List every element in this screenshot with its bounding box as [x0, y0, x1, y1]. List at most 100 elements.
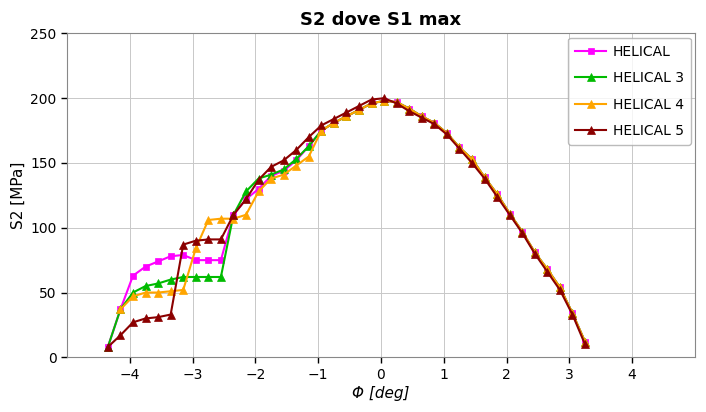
- HELICAL 5: [141, 316, 150, 321]
- HELICAL: [393, 100, 401, 105]
- HELICAL 5: [267, 164, 275, 169]
- HELICAL: [330, 120, 338, 125]
- HELICAL 5: [518, 230, 527, 235]
- HELICAL 4: [317, 128, 325, 133]
- HELICAL 5: [568, 312, 577, 317]
- HELICAL 3: [179, 274, 188, 279]
- HELICAL 4: [380, 98, 388, 103]
- HELICAL 4: [530, 250, 539, 255]
- HELICAL 3: [280, 167, 288, 172]
- HELICAL 5: [455, 146, 464, 151]
- HELICAL 3: [393, 100, 401, 105]
- HELICAL 4: [556, 285, 564, 290]
- HELICAL 5: [468, 161, 477, 166]
- HELICAL 4: [405, 106, 414, 111]
- HELICAL 4: [179, 288, 188, 293]
- Y-axis label: S2 [MPa]: S2 [MPa]: [11, 162, 26, 229]
- HELICAL: [241, 197, 250, 202]
- HELICAL 5: [405, 109, 414, 114]
- HELICAL: [342, 114, 351, 119]
- HELICAL: [380, 98, 388, 103]
- HELICAL: [493, 192, 501, 197]
- HELICAL 4: [468, 157, 477, 162]
- HELICAL 4: [430, 120, 438, 125]
- HELICAL 5: [355, 103, 364, 108]
- HELICAL: [581, 339, 590, 344]
- HELICAL 4: [417, 114, 426, 119]
- HELICAL 3: [204, 274, 213, 279]
- HELICAL 4: [217, 216, 225, 221]
- HELICAL 5: [417, 115, 426, 120]
- HELICAL 3: [443, 131, 451, 136]
- HELICAL 3: [568, 311, 577, 316]
- HELICAL 3: [254, 176, 263, 181]
- HELICAL 3: [342, 114, 351, 119]
- HELICAL 3: [241, 189, 250, 194]
- HELICAL 5: [116, 333, 125, 338]
- HELICAL 4: [267, 176, 275, 181]
- HELICAL 3: [405, 106, 414, 111]
- HELICAL 3: [128, 290, 137, 295]
- HELICAL: [317, 128, 325, 133]
- HELICAL 5: [493, 194, 501, 199]
- HELICAL 5: [241, 197, 250, 202]
- HELICAL 4: [128, 294, 137, 299]
- HELICAL: [417, 114, 426, 119]
- HELICAL: [217, 258, 225, 262]
- HELICAL 4: [191, 246, 200, 251]
- HELICAL 4: [304, 154, 313, 159]
- HELICAL 4: [480, 175, 489, 180]
- Line: HELICAL 3: HELICAL 3: [104, 97, 590, 351]
- HELICAL 5: [342, 110, 351, 115]
- HELICAL 3: [292, 157, 301, 162]
- HELICAL 5: [330, 117, 338, 122]
- Line: HELICAL 4: HELICAL 4: [116, 97, 590, 346]
- HELICAL: [556, 285, 564, 290]
- HELICAL: [443, 131, 451, 136]
- HELICAL 5: [543, 269, 551, 274]
- Line: HELICAL: HELICAL: [104, 97, 589, 351]
- HELICAL 5: [393, 101, 401, 106]
- HELICAL 4: [292, 163, 301, 168]
- HELICAL: [154, 259, 162, 264]
- HELICAL: [191, 258, 200, 262]
- HELICAL 4: [241, 212, 250, 217]
- HELICAL: [116, 307, 125, 312]
- HELICAL: [292, 158, 301, 163]
- HELICAL 4: [505, 211, 514, 216]
- HELICAL 5: [104, 344, 112, 349]
- HELICAL 4: [280, 172, 288, 177]
- HELICAL: [179, 253, 188, 258]
- HELICAL 4: [116, 307, 125, 312]
- HELICAL 3: [430, 120, 438, 125]
- HELICAL: [167, 254, 175, 259]
- HELICAL 4: [330, 120, 338, 125]
- HELICAL 4: [568, 311, 577, 316]
- Title: S2 dove S1 max: S2 dove S1 max: [301, 11, 462, 29]
- HELICAL 5: [154, 315, 162, 320]
- HELICAL 4: [455, 145, 464, 150]
- HELICAL 5: [317, 123, 325, 128]
- HELICAL 3: [154, 281, 162, 286]
- HELICAL 3: [417, 114, 426, 119]
- HELICAL: [530, 250, 539, 255]
- HELICAL 3: [493, 192, 501, 197]
- HELICAL 4: [141, 290, 150, 295]
- HELICAL 5: [430, 122, 438, 126]
- HELICAL 3: [468, 157, 477, 162]
- HELICAL 5: [304, 135, 313, 140]
- HELICAL 3: [355, 108, 364, 112]
- HELICAL: [204, 258, 213, 262]
- HELICAL 5: [179, 242, 188, 247]
- HELICAL: [367, 101, 376, 106]
- HELICAL 3: [556, 285, 564, 290]
- HELICAL 3: [455, 145, 464, 150]
- HELICAL 5: [204, 237, 213, 242]
- HELICAL: [455, 145, 464, 150]
- HELICAL: [280, 168, 288, 173]
- HELICAL 5: [292, 147, 301, 152]
- HELICAL 3: [330, 120, 338, 125]
- HELICAL 3: [543, 267, 551, 272]
- HELICAL 4: [443, 131, 451, 136]
- HELICAL: [518, 229, 527, 234]
